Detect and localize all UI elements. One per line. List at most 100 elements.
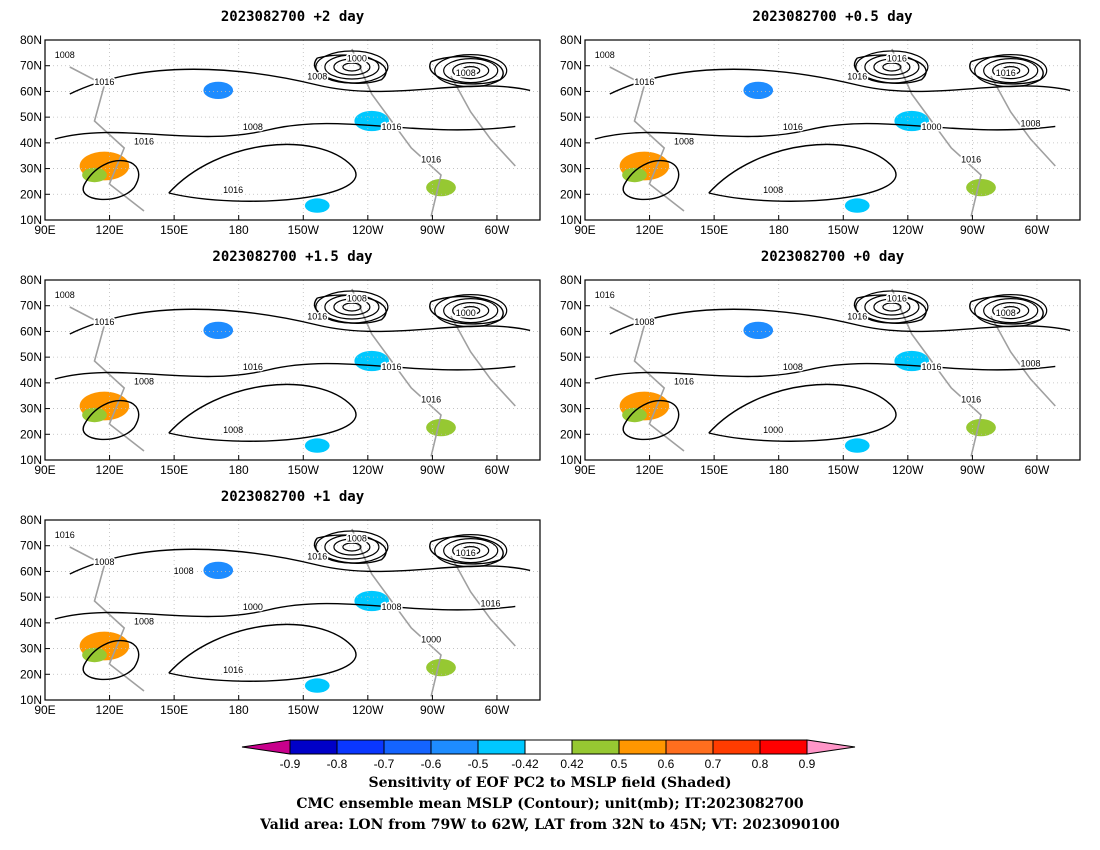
low-pressure-contour — [315, 290, 389, 324]
contour-label: 1008 — [223, 425, 243, 435]
x-tick-label: 60W — [485, 703, 510, 717]
x-tick-label: 90W — [960, 223, 985, 237]
contour-label: 1016 — [887, 54, 907, 64]
colorbar-tick-label: -0.8 — [327, 757, 348, 771]
contour-label: 1000 — [347, 54, 367, 64]
y-tick-label: 10N — [20, 213, 42, 227]
mslp-contour — [54, 122, 516, 140]
y-tick-label: 80N — [560, 273, 582, 287]
low-pressure-contour — [443, 298, 499, 324]
low-pressure-contour — [461, 65, 481, 76]
low-pressure-contour — [1001, 65, 1021, 76]
low-pressure-contour — [452, 302, 490, 320]
x-tick-label: 120W — [352, 703, 384, 717]
contour-label: 1016 — [55, 530, 75, 540]
y-tick-label: 40N — [560, 376, 582, 390]
colorbar-swatch — [618, 739, 667, 755]
y-tick-label: 20N — [560, 427, 582, 441]
x-tick-label: 90W — [960, 463, 985, 477]
coastline — [450, 75, 516, 167]
y-tick-label: 10N — [20, 693, 42, 707]
y-tick-label: 30N — [560, 402, 582, 416]
x-tick-label: 180 — [229, 223, 249, 237]
contour-label: 1008 — [307, 72, 327, 82]
colorbar-swatch — [524, 739, 573, 755]
contour-label: 1016 — [847, 312, 867, 322]
mslp-contour — [594, 122, 1056, 140]
x-tick-label: 90W — [420, 223, 445, 237]
low-pressure-contour — [324, 54, 380, 80]
y-tick-label: 50N — [560, 350, 582, 364]
y-tick-label: 70N — [560, 59, 582, 73]
y-tick-label: 70N — [20, 59, 42, 73]
y-tick-label: 60N — [560, 324, 582, 338]
contour-label: 1016 — [996, 68, 1016, 78]
sensitivity-shading — [203, 561, 234, 580]
low-pressure-contour — [434, 533, 508, 568]
contour-label: 1008 — [381, 602, 401, 612]
colorbar-swatch — [712, 739, 761, 755]
sensitivity-shading — [304, 438, 330, 453]
contour-label: 1016 — [674, 376, 694, 386]
colorbar-high-extension — [806, 739, 856, 755]
sensitivity-shading — [203, 321, 234, 340]
x-tick-label: 180 — [769, 463, 789, 477]
sensitivity-shading — [426, 178, 456, 197]
low-pressure-contour — [324, 534, 380, 560]
y-tick-label: 80N — [20, 513, 42, 527]
contour-label: 1008 — [134, 376, 154, 386]
x-tick-label: 180 — [229, 703, 249, 717]
low-pressure-contour — [434, 53, 508, 88]
coastline — [351, 288, 442, 457]
contour-label: 1008 — [1020, 118, 1040, 128]
colorbar-tick-label: 0.42 — [560, 757, 584, 771]
coastline — [351, 48, 442, 217]
low-pressure-contour — [864, 294, 920, 320]
x-tick-label: 60W — [1025, 463, 1050, 477]
coastline — [450, 315, 516, 407]
low-pressure-contour — [873, 298, 911, 316]
mslp-contour — [622, 400, 680, 440]
low-pressure-contour — [342, 62, 362, 72]
y-tick-label: 50N — [20, 590, 42, 604]
low-pressure-contour — [342, 542, 362, 552]
y-tick-label: 30N — [20, 642, 42, 656]
y-tick-label: 10N — [560, 213, 582, 227]
colorbar-swatch — [571, 739, 620, 755]
x-tick-label: 150E — [700, 223, 728, 237]
x-tick-label: 90E — [34, 463, 55, 477]
low-pressure-contour — [873, 58, 911, 76]
y-tick-label: 20N — [20, 667, 42, 681]
contour-label: 1008 — [456, 68, 476, 78]
low-pressure-contour — [974, 53, 1048, 88]
contour-label: 1008 — [243, 122, 263, 132]
sensitivity-shading — [82, 647, 107, 663]
x-tick-label: 90E — [34, 223, 55, 237]
colorbar-swatch — [665, 739, 714, 755]
contour-label: 1016 — [94, 317, 114, 327]
colorbar: -0.9 -0.8 -0.7 -0.6 -0.5 -0.42 0.42 0.5 0.6 0.7 0.… — [241, 739, 856, 771]
contour-label: 1016 — [847, 72, 867, 82]
sensitivity-shading — [844, 198, 870, 213]
mslp-contour — [168, 143, 357, 202]
y-tick-label: 80N — [20, 33, 42, 47]
map-frame — [44, 279, 541, 461]
low-pressure-contour — [342, 302, 362, 312]
y-tick-label: 60N — [560, 84, 582, 98]
y-tick-label: 10N — [560, 453, 582, 467]
y-tick-label: 40N — [20, 376, 42, 390]
mslp-contour — [82, 400, 140, 440]
y-tick-label: 50N — [20, 350, 42, 364]
sensitivity-shading — [426, 658, 456, 677]
x-tick-label: 120W — [892, 463, 924, 477]
x-tick-label: 90E — [34, 703, 55, 717]
low-pressure-contour — [974, 294, 1048, 328]
colorbar-tick-label: 0.6 — [658, 757, 675, 771]
contour-label: 1008 — [174, 566, 194, 576]
contour-label: 1008 — [763, 185, 783, 195]
x-tick-label: 150E — [160, 703, 188, 717]
caption-line-3: Valid area: LON from 79W to 62W, LAT fro… — [260, 817, 840, 833]
contour-label: 1016 — [480, 598, 500, 608]
low-pressure-contour — [882, 62, 902, 72]
